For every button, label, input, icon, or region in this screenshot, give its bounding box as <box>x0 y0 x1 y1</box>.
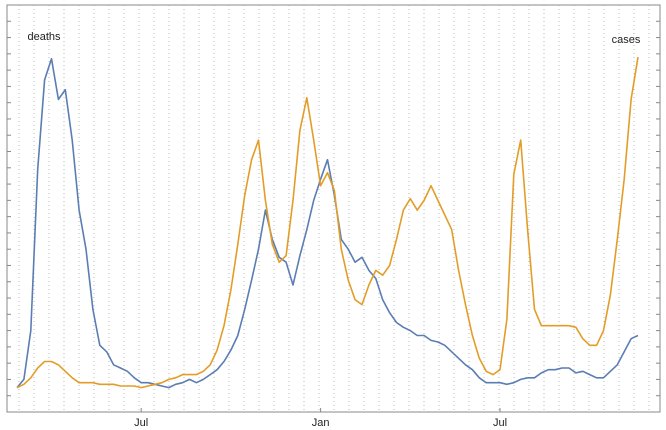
x-tick-label: Jul <box>493 417 507 429</box>
series-label: cases <box>612 34 641 46</box>
x-tick-label: Jan <box>312 417 330 429</box>
plot-frame <box>6 4 661 413</box>
series-line <box>16 57 639 389</box>
series-line <box>16 56 639 389</box>
series-label: deaths <box>27 31 61 43</box>
x-tick-label: Jul <box>134 417 148 429</box>
